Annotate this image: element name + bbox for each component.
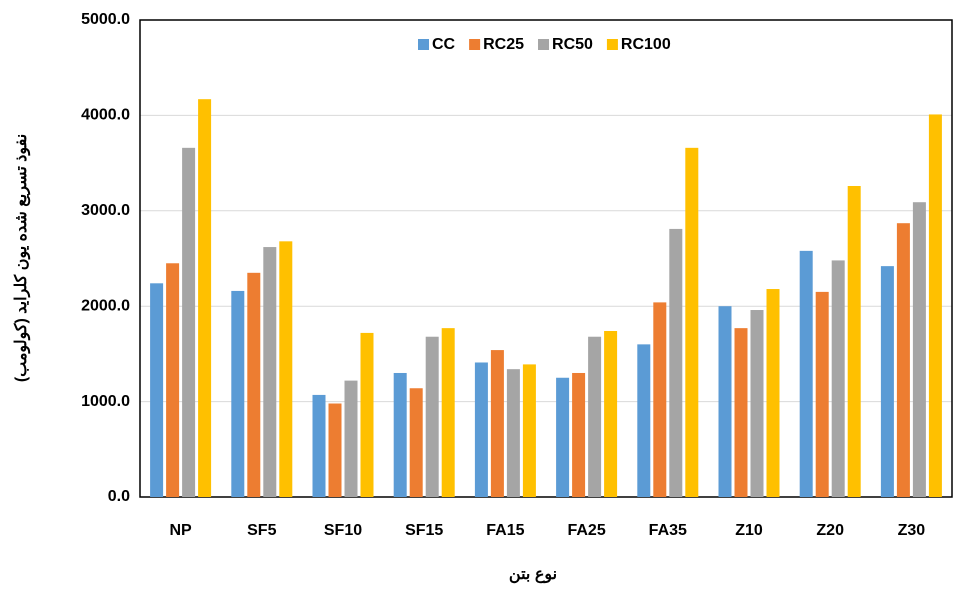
bar [669,228,683,497]
bar [425,336,439,497]
legend-label: RC100 [621,36,671,53]
bar [912,202,926,498]
bar [766,289,780,497]
legend-label: RC25 [483,36,524,53]
x-tick-label: FA15 [486,522,524,539]
bar [556,377,570,497]
bar [182,147,196,497]
y-tick-label: 2000.0 [81,297,130,314]
bar [441,328,455,497]
bar [198,99,212,497]
y-tick-label: 3000.0 [81,202,130,219]
bar [653,302,667,497]
bar [328,403,342,497]
bar [263,247,277,497]
bar [750,310,764,497]
bar [815,291,829,497]
y-tick-label: 0.0 [108,488,130,505]
bar [588,336,602,497]
y-axis-title: نفوذ تسریع شده یون کلراید (کولومب) [13,134,31,382]
plot-border [139,19,953,498]
bar [393,372,407,497]
bar [522,364,536,497]
bar [360,332,374,497]
bar [344,380,358,497]
bar [231,290,245,497]
x-tick-label: SF5 [247,522,276,539]
bar [604,331,618,497]
x-tick-label: Z30 [898,522,926,539]
bar [409,388,423,497]
y-tick-label: 1000.0 [81,393,130,410]
bar [831,260,845,497]
x-tick-label: SF15 [405,522,443,539]
x-tick-label: FA25 [567,522,605,539]
legend-label: RC50 [552,36,593,53]
bar [896,223,910,497]
bar [506,369,520,497]
bar [880,266,894,497]
legend-label: CC [432,36,456,53]
y-tick-label: 5000.0 [81,11,130,28]
bar [279,241,293,497]
x-tick-label: NP [169,522,192,539]
bar [928,114,942,498]
bar [799,250,813,497]
x-tick-label: Z10 [735,522,763,539]
legend-swatch [418,39,429,50]
legend-swatch [606,39,618,50]
bar [685,147,699,497]
bar [637,344,651,497]
bar [718,306,732,497]
bar [150,283,164,497]
bar [474,362,488,497]
bar [490,350,504,497]
x-tick-label: FA35 [649,522,687,539]
legend-swatch [538,39,550,50]
bar [572,372,586,497]
bar [166,263,180,497]
bar [312,394,326,497]
bar [247,272,261,497]
x-tick-label: Z20 [816,522,844,539]
x-axis-title: نوع بتن [509,566,557,584]
bar [847,185,861,497]
bar [734,328,748,497]
y-tick-label: 4000.0 [81,107,130,124]
legend-swatch [469,39,481,50]
x-tick-label: SF10 [324,522,362,539]
